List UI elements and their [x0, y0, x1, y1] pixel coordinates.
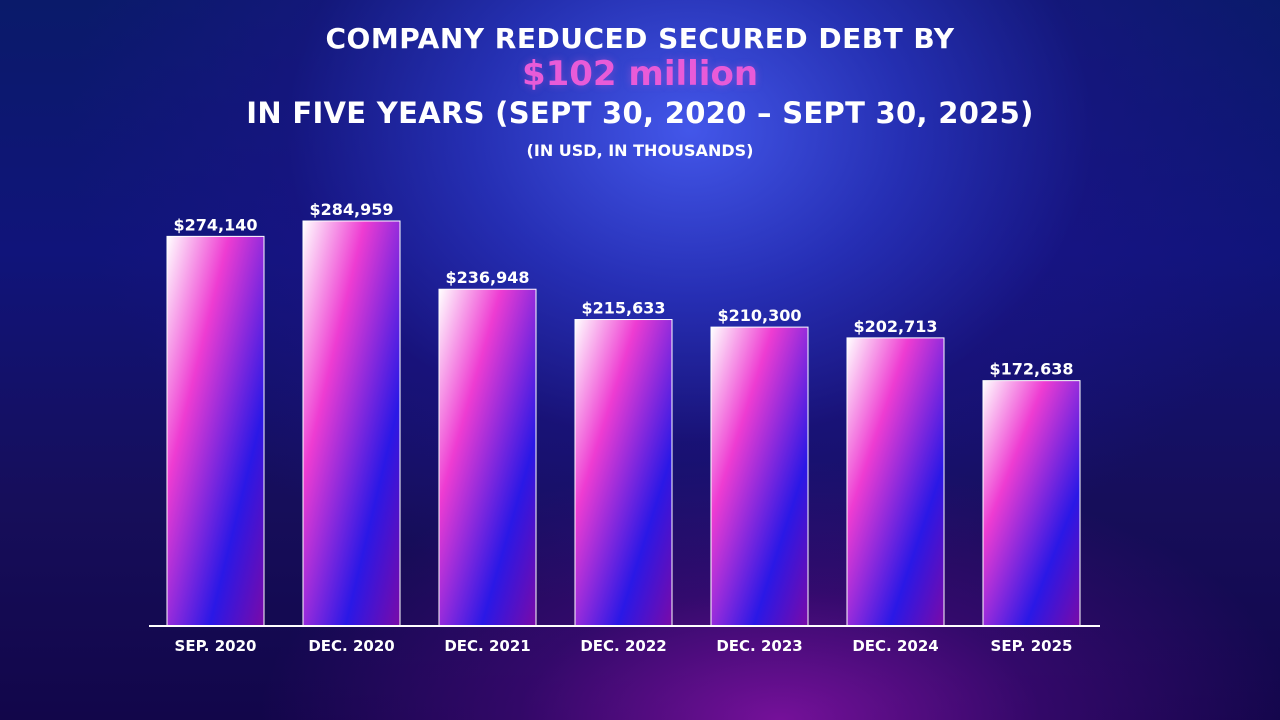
- labels-group: $274,140 SEP. 2020 $284,959 DEC. 2020 $236,9…: [173, 200, 1073, 655]
- bar-dec-2022: [574, 319, 673, 627]
- chart-title-line3: IN FIVE YEARS (SEPT 30, 2020 – SEPT 30, …: [246, 96, 1034, 130]
- x-tick-label: SEP. 2020: [175, 637, 257, 655]
- data-label: $236,948: [445, 268, 529, 287]
- data-label: $210,300: [717, 306, 801, 325]
- bar-dec-2023: [710, 326, 809, 627]
- x-tick-label: DEC. 2023: [716, 637, 802, 655]
- data-label: $202,713: [853, 317, 937, 336]
- x-tick-label: DEC. 2021: [444, 637, 530, 655]
- bar-sep-2025: [982, 380, 1081, 627]
- bar-sep-2020: [166, 235, 265, 627]
- x-tick-label: DEC. 2022: [580, 637, 666, 655]
- bar-dec-2024: [846, 337, 945, 627]
- chart-subtitle: (IN USD, IN THOUSANDS): [526, 141, 754, 160]
- x-tick-label: DEC. 2024: [852, 637, 938, 655]
- x-tick-label: DEC. 2020: [308, 637, 394, 655]
- bar-dec-2020: [302, 220, 401, 627]
- data-label: $172,638: [989, 360, 1073, 379]
- bar-dec-2021: [438, 288, 537, 627]
- data-label: $274,140: [173, 215, 257, 234]
- bars-group: [166, 220, 1081, 627]
- chart-title: COMPANY REDUCED SECURED DEBT BY: [325, 22, 955, 55]
- x-tick-label: SEP. 2025: [991, 637, 1073, 655]
- data-label: $284,959: [309, 200, 393, 219]
- data-label: $215,633: [581, 299, 665, 318]
- chart-title-highlight: $102 million: [521, 54, 759, 94]
